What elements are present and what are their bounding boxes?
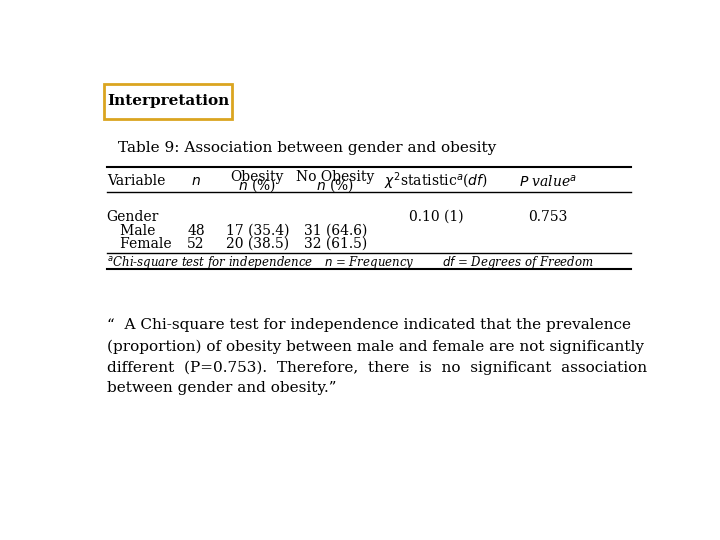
Text: $n$ (%): $n$ (%) xyxy=(238,177,276,194)
Text: 32 (61.5): 32 (61.5) xyxy=(304,237,367,251)
Text: Variable: Variable xyxy=(107,174,165,188)
Text: 52: 52 xyxy=(187,237,204,251)
Text: Interpretation: Interpretation xyxy=(107,94,229,108)
Text: $\chi^2$statistic$^a$($df$): $\chi^2$statistic$^a$($df$) xyxy=(384,171,488,192)
Text: $n$ = Frequency: $n$ = Frequency xyxy=(324,254,415,271)
Text: Obesity: Obesity xyxy=(230,170,284,184)
Text: 0.753: 0.753 xyxy=(528,210,567,224)
Text: Female: Female xyxy=(107,237,171,251)
Text: 20 (38.5): 20 (38.5) xyxy=(226,237,289,251)
Text: “  A Chi-square test for independence indicated that the prevalence
(proportion): “ A Chi-square test for independence ind… xyxy=(107,319,647,395)
Text: 48: 48 xyxy=(187,224,204,238)
Text: Gender: Gender xyxy=(107,210,159,224)
Text: 31 (64.6): 31 (64.6) xyxy=(304,224,367,238)
Text: $n$: $n$ xyxy=(191,174,201,188)
Text: No Obesity: No Obesity xyxy=(297,170,374,184)
Text: Male: Male xyxy=(107,224,155,238)
Text: $^a$Chi-square test for independence: $^a$Chi-square test for independence xyxy=(107,254,312,271)
Text: 0.10 (1): 0.10 (1) xyxy=(409,210,463,224)
Text: $P$ value$^a$: $P$ value$^a$ xyxy=(518,173,577,189)
Text: $n$ (%): $n$ (%) xyxy=(317,177,354,194)
Text: $df$ = Degrees of Freedom: $df$ = Degrees of Freedom xyxy=(441,254,593,271)
Text: 17 (35.4): 17 (35.4) xyxy=(225,224,289,238)
Text: Table 9: Association between gender and obesity: Table 9: Association between gender and … xyxy=(118,141,496,155)
FancyBboxPatch shape xyxy=(104,84,233,119)
